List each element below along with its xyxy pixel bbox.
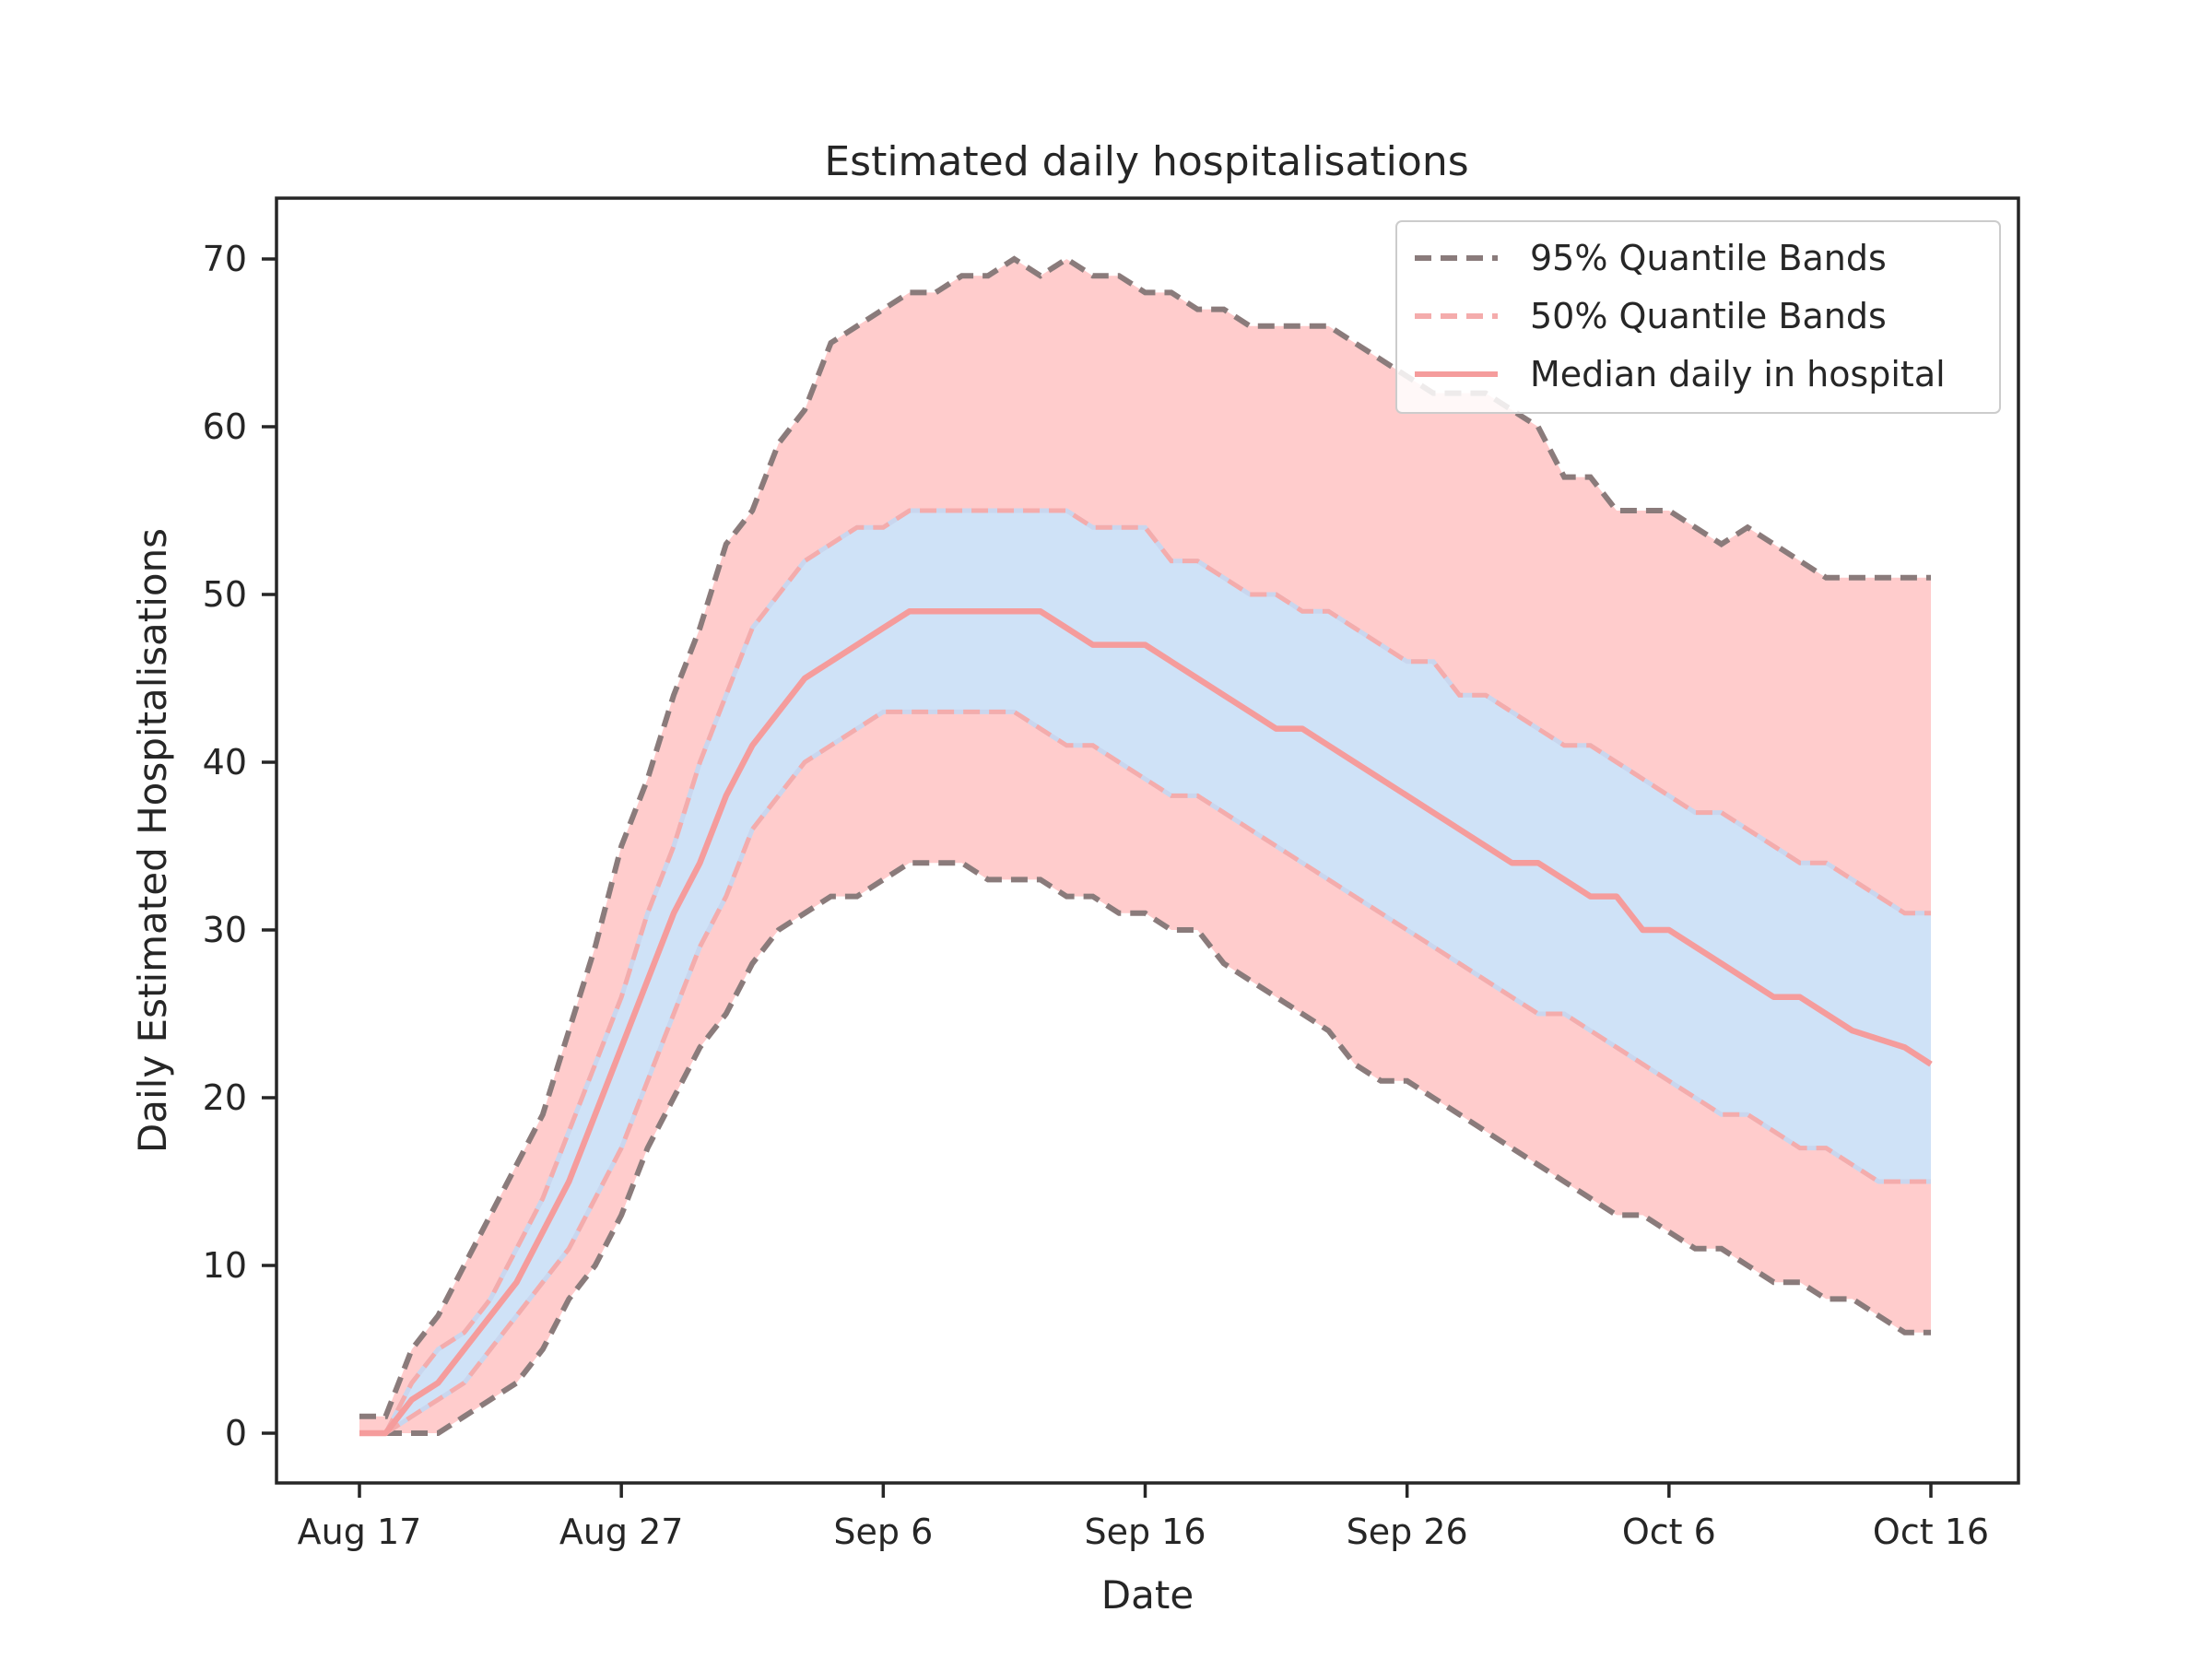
y-tick-label: 20 [203,1077,247,1118]
y-tick-label: 70 [203,239,247,279]
y-tick-label: 30 [203,910,247,950]
x-tick-label: Aug 27 [559,1512,684,1552]
x-tick-label: Oct 16 [1873,1512,1989,1552]
y-axis: 0 10 20 30 40 50 60 70 [203,239,276,1453]
x-tick-label: Aug 17 [298,1512,422,1552]
y-tick-label: 10 [203,1245,247,1286]
y-tick-label: 40 [203,742,247,782]
band-95-fill [359,259,1931,1433]
y-tick-label: 50 [203,574,247,615]
y-tick-label: 0 [225,1413,247,1453]
legend-label: Median daily in hospital [1530,354,1946,394]
legend-label: 95% Quantile Bands [1530,238,1887,278]
line-50-upper [359,508,1931,1436]
legend-label: 50% Quantile Bands [1530,296,1887,336]
x-tick-label: Sep 26 [1347,1512,1468,1552]
y-axis-label: Daily Estimated Hospitalisations [130,528,175,1153]
y-tick-label: 60 [203,406,247,447]
line-95-upper [359,255,1931,1419]
legend-box [1395,220,2001,414]
line-50-lower [359,709,1931,1436]
axes-frame [275,196,2020,1485]
line-median [359,607,1933,1437]
x-tick-label: Sep 16 [1084,1512,1206,1552]
chart-title: Estimated daily hospitalisations [824,138,1468,185]
x-axis-label: Date [1101,1572,1194,1618]
plot-area [359,255,1933,1437]
x-tick-label: Sep 6 [833,1512,933,1552]
x-axis: Aug 17 Aug 27 Sep 6 Sep 16 Sep 26 Oct 6 Oct 16 [298,1483,1989,1552]
x-tick-label: Oct 6 [1622,1512,1716,1552]
legend: 95% Quantile Bands 50% Quantile Bands Medi… [1395,220,2001,414]
line-95-lower [359,860,1931,1436]
